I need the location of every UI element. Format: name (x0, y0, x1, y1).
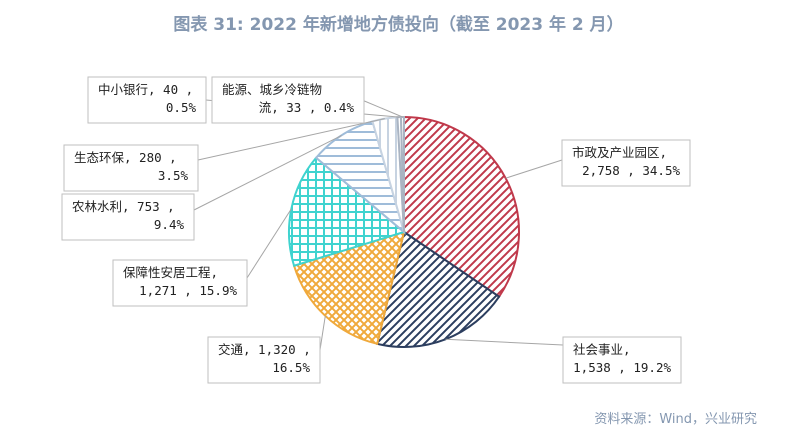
chart-title: 图表 31: 2022 年新增地方债投向（截至 2023 年 2 月） (173, 15, 624, 35)
slice-label-3: 保障性安居工程, 1,271 , 15.9% (112, 259, 248, 307)
leader-line-5 (197, 118, 385, 161)
slice-label-line: 0.5% (166, 100, 197, 115)
slice-label-line: 流, 33 , 0.4% (259, 100, 355, 115)
slice-label-line: 3.5% (158, 168, 189, 183)
slice-label-line: 2,758 , 34.5% (582, 163, 680, 178)
slice-label-5: 生态环保, 280 , 3.5% (63, 144, 199, 192)
slice-label-line: 社会事业, (573, 342, 631, 357)
slice-label-box (561, 139, 691, 187)
slice-label-box (562, 336, 682, 384)
leader-line-2 (319, 315, 326, 351)
slice-label-box (112, 259, 248, 307)
slice-label-line: 农林水利, 753 , (72, 199, 175, 214)
pie-slices (288, 115, 520, 348)
slice-label-2: 交通, 1,320 , 16.5% (207, 336, 321, 384)
slice-label-1: 社会事业, 1,538 , 19.2% (562, 336, 682, 384)
slice-label-box (87, 76, 207, 124)
pie-slice-1 (375, 230, 501, 348)
source-note: 资料来源：Wind，兴业研究 (594, 412, 757, 427)
slice-label-box (207, 336, 321, 384)
slice-label-line: 16.5% (272, 360, 310, 375)
slice-label-line: 生态环保, 280 , (74, 150, 177, 165)
leader-line-7 (361, 99, 403, 118)
slice-label-line: 1,271 , 15.9% (139, 283, 237, 298)
pie-slice-7 (399, 115, 405, 233)
slice-label-line: 9.4% (154, 217, 185, 232)
slice-label-box (61, 193, 195, 241)
slice-label-line: 中小银行, 40 , (98, 82, 193, 97)
pie-slice-3 (288, 156, 407, 267)
leader-line-4 (193, 134, 342, 211)
slice-label-line: 保障性安居工程, (123, 265, 218, 280)
leader-line-1 (445, 338, 564, 346)
slice-label-4: 农林水利, 753 , 9.4% (61, 193, 195, 241)
slice-label-box (63, 144, 199, 192)
leader-line-3 (246, 208, 292, 279)
slice-label-6: 中小银行, 40 , 0.5% (87, 76, 207, 124)
slice-labels: 市政及产业园区, 2,758 , 34.5% 社会事业, 1,538 , 19.2% 交… (61, 76, 691, 384)
slice-label-box (211, 76, 365, 124)
slice-label-line: 市政及产业园区, (572, 145, 667, 160)
slice-label-line: 1,538 , 19.2% (573, 360, 671, 375)
slice-label-line: 能源、城乡冷链物 (222, 82, 322, 97)
leader-line-0 (505, 159, 563, 179)
slice-label-0: 市政及产业园区, 2,758 , 34.5% (561, 139, 691, 187)
slice-label-line: 交通, 1,320 , (218, 342, 311, 357)
